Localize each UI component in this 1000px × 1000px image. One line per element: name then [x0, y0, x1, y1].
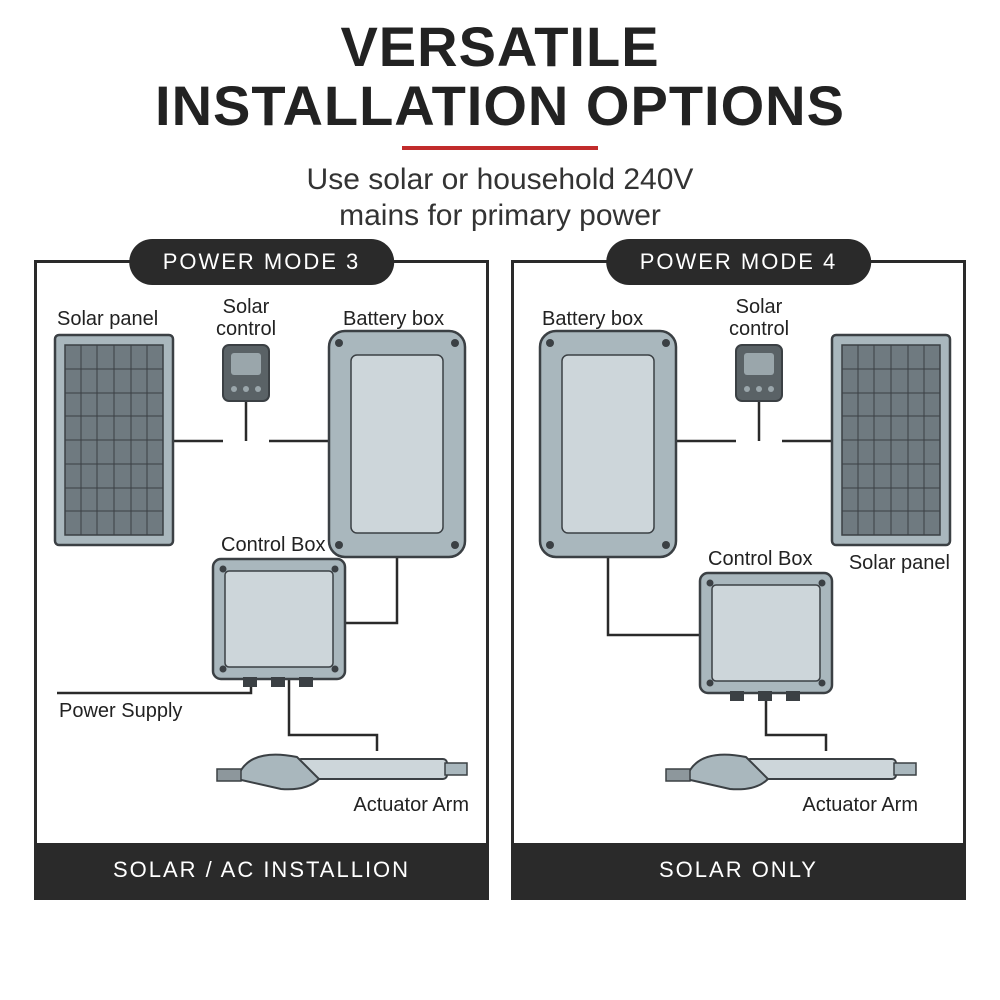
panel-mode-4: POWER MODE 4 — [511, 260, 966, 900]
label-actuator-arm: Actuator Arm — [802, 794, 918, 816]
solar-panel-icon — [832, 335, 950, 545]
label-control-box: Control Box — [221, 534, 326, 556]
panels-row: POWER MODE 3 — [0, 260, 1000, 900]
control-box-icon — [700, 573, 832, 701]
solar-panel-icon — [55, 335, 173, 545]
solar-control-icon — [223, 345, 269, 401]
label-control-box: Control Box — [708, 548, 813, 570]
solar-control-icon — [736, 345, 782, 401]
control-box-icon — [213, 559, 345, 687]
main-title: VERSATILE INSTALLATION OPTIONS — [0, 18, 1000, 136]
subtitle: Use solar or household 240V mains for pr… — [0, 162, 1000, 234]
actuator-arm-icon — [217, 754, 467, 789]
header: VERSATILE INSTALLATION OPTIONS Use solar… — [0, 0, 1000, 234]
label-actuator-arm: Actuator Arm — [353, 794, 469, 816]
title-line1: VERSATILE — [340, 15, 659, 78]
footer-mode-4: SOLAR ONLY — [514, 843, 963, 897]
footer-mode-3: SOLAR / AC INSTALLION — [37, 843, 486, 897]
subtitle-line2: mains for primary power — [339, 199, 661, 232]
label-power-supply: Power Supply — [59, 700, 182, 722]
title-underline — [402, 146, 598, 150]
label-battery-box: Battery box — [343, 308, 444, 330]
battery-box-icon — [540, 331, 676, 557]
label-solar-panel: Solar panel — [57, 308, 158, 330]
label-solar-control-2: control — [729, 318, 789, 340]
subtitle-line1: Use solar or household 240V — [307, 163, 694, 196]
battery-box-icon — [329, 331, 465, 557]
label-battery-box: Battery box — [542, 308, 643, 330]
title-line2: INSTALLATION OPTIONS — [155, 74, 845, 137]
diagram-mode-4: Battery box Solar control — [514, 263, 963, 843]
label-solar-panel: Solar panel — [849, 552, 950, 574]
label-solar-control-2: control — [216, 318, 276, 340]
panel-mode-3: POWER MODE 3 — [34, 260, 489, 900]
label-solar-control-1: Solar — [736, 296, 783, 318]
actuator-arm-icon — [666, 754, 916, 789]
label-solar-control-1: Solar — [223, 296, 270, 318]
diagram-mode-3: Solar panel Solar control — [37, 263, 486, 843]
